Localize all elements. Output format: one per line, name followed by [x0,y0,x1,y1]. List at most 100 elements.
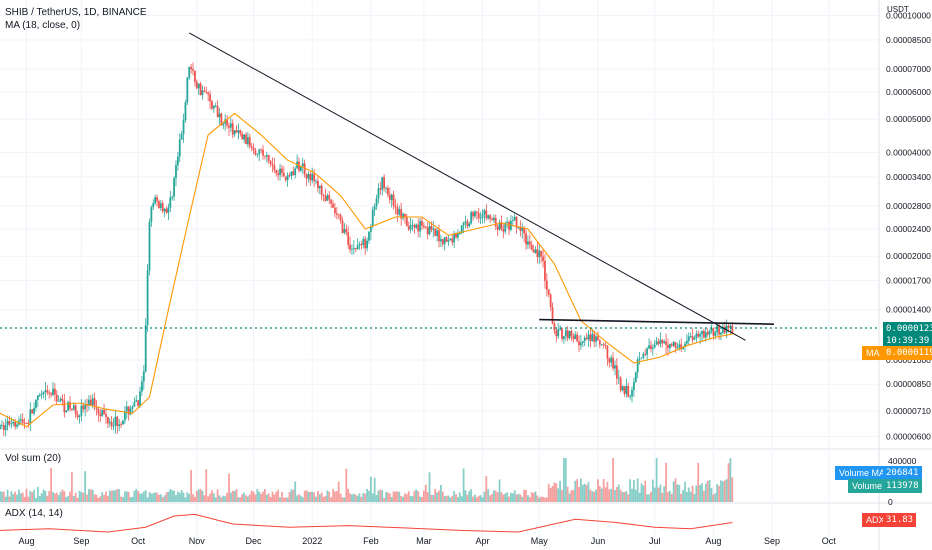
candle-body [264,155,266,157]
volume-bar [593,491,596,502]
volume-bar [195,490,198,502]
volume-bar [122,497,124,502]
volume-bar [220,497,223,502]
volume-bar [580,478,582,502]
candle-body [721,326,724,333]
candle-body [184,102,187,121]
candle-body [141,381,143,392]
volume-bar [71,472,73,502]
candle-body [27,422,30,424]
candle-body [373,206,376,210]
volume-bar [69,491,71,502]
candle-body [668,344,671,349]
candle-body [657,341,660,344]
candle-body [525,233,527,245]
candle-body [498,222,501,230]
candle-body [351,248,353,250]
volume-bar [36,486,39,502]
candle-body [324,195,327,201]
candle-body [504,223,507,232]
volume-bar [659,484,662,502]
volume-bar [290,489,293,502]
candle-body [604,345,607,347]
candle-body [186,77,189,103]
candle-body [105,413,107,417]
candle-body [407,226,410,230]
volume-bar [89,489,92,502]
volume-bar [650,491,652,502]
candle-body [279,168,281,175]
candle-body [419,221,421,232]
volume-bar [685,492,688,502]
volume-bar [695,485,698,502]
volume-bar [523,489,526,502]
candle-body [432,228,435,230]
volume-bar [510,492,512,502]
time-axis-label: Dec [246,536,263,546]
candle-body [536,249,539,258]
volume-bar [316,491,319,502]
volume-bar [428,472,431,502]
candle-body [243,134,245,140]
candle-body [163,208,166,212]
candle-body [237,130,240,133]
volume-bar [396,491,399,502]
volume-bar [494,490,497,502]
candle-body [201,90,204,96]
candle-body [413,225,416,228]
candle-body [387,187,389,195]
candle-body [337,214,340,216]
candle-body [689,336,692,337]
candle-body [343,229,346,233]
candle-body [693,337,696,340]
candle-body [451,238,454,243]
volume-bar [78,490,81,502]
volume-bar [720,480,722,502]
candle-body [12,421,15,424]
price-axis-label: 0.00004000 [886,148,931,158]
volume-bar [426,492,429,502]
volume-bar [419,496,421,502]
candle-body [587,334,590,340]
volume-bar [718,485,720,502]
candle-body [21,419,24,423]
volume-bar [642,485,645,502]
candle-body [597,336,599,341]
candle-body [468,223,471,227]
volume-bar [245,495,247,502]
candle-body [576,334,579,342]
volume-bar [668,490,671,502]
candle-body [625,385,628,394]
volume-bar [59,491,62,502]
volume-bar [559,480,562,502]
volume-bar [547,483,550,502]
volume-bar [561,489,563,502]
volume-bar [165,492,168,502]
candle-body [262,149,264,156]
candle-body [430,226,433,230]
candle-body [566,330,569,339]
volume-bar [123,491,126,502]
volume-bar [156,492,158,502]
volume-bar [417,491,420,502]
volume-bar [86,494,88,502]
candle-body [229,123,232,128]
candle-body [422,225,425,227]
candle-body [84,405,87,410]
countdown-value: 10:39:39 [886,335,930,346]
candle-body [48,392,51,394]
volume-bar [498,479,501,502]
candle-body [398,209,401,215]
price-axis-label: 0.00005000 [886,114,931,124]
candle-body [228,125,230,128]
candle-body [642,354,645,358]
candle-body [506,222,509,224]
candle-body [292,171,295,176]
volume-bar [158,494,160,502]
volume-bar [239,497,242,502]
volume-bar [612,458,614,502]
volume-bar [504,493,507,502]
volume-bar [63,491,66,502]
candle-body [364,239,367,249]
